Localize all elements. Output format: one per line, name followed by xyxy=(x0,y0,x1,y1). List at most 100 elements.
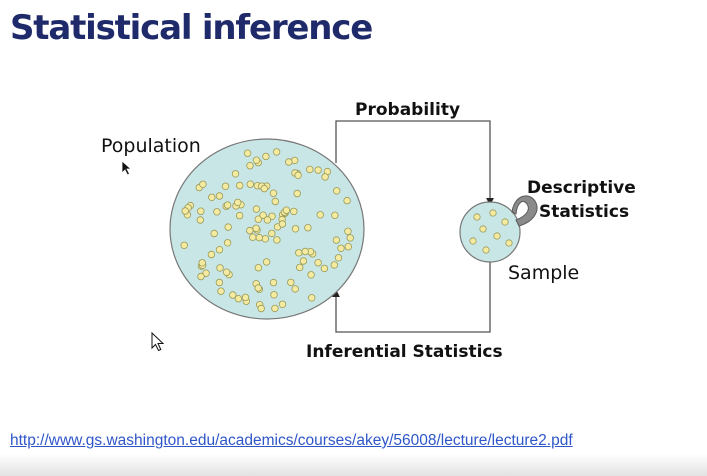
descriptive-label-line2: Statistics xyxy=(539,202,629,222)
population-dot xyxy=(278,300,287,308)
population-dot xyxy=(197,207,205,215)
population-dot xyxy=(235,181,244,190)
bottom-fade xyxy=(0,454,707,476)
population-dot xyxy=(330,261,338,269)
population-dot xyxy=(291,225,300,233)
population-dot xyxy=(246,161,254,170)
population-dot xyxy=(202,269,210,277)
population-dot xyxy=(215,192,224,200)
population-dot xyxy=(314,166,322,174)
population-dot xyxy=(272,148,281,156)
sample-dot xyxy=(479,225,487,233)
population-dot xyxy=(215,245,224,254)
population-dot xyxy=(255,233,263,242)
sample-dot xyxy=(489,209,497,217)
population-dot xyxy=(198,259,206,267)
population-dot xyxy=(262,258,271,266)
source-link[interactable]: http://www.gs.washington.edu/academics/c… xyxy=(10,432,573,449)
population-dot xyxy=(243,149,252,157)
population-dot xyxy=(252,156,261,164)
population-dot xyxy=(270,291,278,299)
probability-arrow xyxy=(335,120,494,206)
population-dot xyxy=(295,249,303,257)
population-dot xyxy=(246,226,254,235)
population-dot xyxy=(304,223,312,232)
population-dot xyxy=(259,211,267,219)
population-dot xyxy=(282,206,291,214)
population-dot xyxy=(208,193,216,201)
population-dot xyxy=(222,268,231,276)
population-dot xyxy=(273,236,281,244)
sample-dot xyxy=(473,213,481,221)
population-dot xyxy=(223,239,232,247)
population-dot xyxy=(307,271,315,279)
population-dot xyxy=(299,257,308,265)
population-dot xyxy=(216,264,224,272)
population-dot xyxy=(223,201,232,209)
population-dot xyxy=(269,189,278,197)
population-dot xyxy=(217,287,225,295)
population-dot xyxy=(241,293,250,302)
probability-label: Probability xyxy=(355,100,460,120)
sample-label: Sample xyxy=(508,262,579,284)
population-dot xyxy=(254,284,262,292)
population-dot xyxy=(278,220,287,228)
population-dot xyxy=(199,180,207,188)
population-label: Population xyxy=(101,135,201,157)
population-circle xyxy=(169,138,365,320)
population-dot xyxy=(334,254,343,262)
population-dot xyxy=(321,173,329,181)
population-dot xyxy=(285,158,293,166)
population-dot xyxy=(271,304,279,313)
population-dot xyxy=(293,189,301,198)
population-dot xyxy=(224,223,232,231)
population-dot xyxy=(271,197,279,206)
sample-dot xyxy=(505,239,513,247)
population-dot xyxy=(252,205,261,213)
sample-dot xyxy=(493,232,501,240)
population-dot xyxy=(254,264,263,272)
population-dot xyxy=(306,165,314,174)
population-dot xyxy=(269,278,278,287)
inferential-statistics-label: Inferential Statistics xyxy=(306,342,503,362)
population-dot xyxy=(308,294,316,302)
population-dot xyxy=(235,211,244,220)
population-dot xyxy=(197,272,205,281)
population-dot xyxy=(287,278,295,287)
population-dot xyxy=(246,180,254,188)
population-dot xyxy=(331,211,339,219)
population-dot xyxy=(314,259,322,267)
population-dot xyxy=(215,278,224,287)
population-dot xyxy=(296,263,304,272)
population-dot xyxy=(346,234,354,242)
population-dot xyxy=(181,207,189,215)
descriptive-label-line1: Descriptive xyxy=(527,178,636,198)
population-dot xyxy=(213,208,221,216)
population-dot xyxy=(231,170,240,178)
population-dot xyxy=(207,250,216,259)
population-dot xyxy=(221,182,230,190)
population-dot xyxy=(260,184,268,193)
sample-dots xyxy=(469,209,513,254)
population-dot xyxy=(210,229,218,238)
population-dot xyxy=(337,244,345,252)
population-dot xyxy=(196,216,204,224)
cursor-outline-arrow-icon xyxy=(151,332,165,352)
sample-dot xyxy=(501,218,509,226)
population-dot xyxy=(261,235,269,243)
population-dot xyxy=(180,241,188,249)
cursor-arrow-icon xyxy=(121,160,133,176)
population-dot xyxy=(254,215,262,223)
population-dot xyxy=(344,242,352,251)
population-dot xyxy=(343,196,351,205)
sample-dot xyxy=(482,246,490,254)
population-dot xyxy=(333,187,341,195)
sample-circle xyxy=(459,201,521,263)
sample-dot xyxy=(469,237,477,245)
population-dot xyxy=(249,233,257,241)
population-dot xyxy=(262,152,270,161)
population-dot xyxy=(290,207,298,216)
population-dot xyxy=(301,247,309,256)
population-dot xyxy=(263,216,272,224)
